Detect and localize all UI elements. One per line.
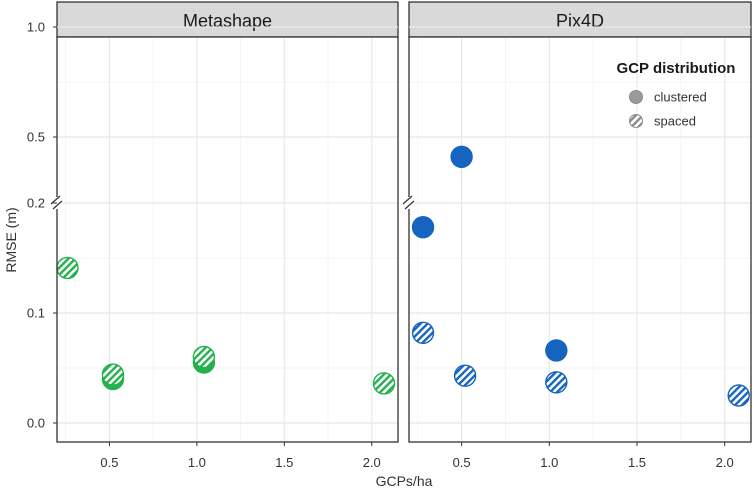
data-point-spaced-2 — [192, 345, 216, 369]
x-tick-label: 1.5 — [628, 455, 646, 470]
facet-strip — [408, 1, 752, 38]
facet-panel-pix4d: Pix4D — [402, 1, 752, 443]
data-point-spaced-0 — [56, 256, 79, 280]
axis-break-slash — [50, 195, 61, 205]
legend-key-spaced — [629, 114, 643, 128]
x-tick-label: 2.0 — [363, 455, 381, 470]
x-tick-label: 0.5 — [453, 455, 471, 470]
data-point-spaced-2 — [545, 371, 568, 394]
data-point-spaced-3 — [372, 372, 396, 395]
y-tick-label: 0.2 — [27, 196, 45, 211]
legend-title: GCP distribution — [617, 60, 736, 77]
facet-strip — [56, 1, 399, 38]
facet-panel-metashape: Metashape — [50, 1, 399, 443]
data-point-spaced-1 — [101, 363, 125, 386]
data-point-clustered-0 — [411, 215, 435, 239]
panel-border — [408, 36, 752, 443]
legend-key-clustered — [629, 90, 643, 104]
y-axis-title: RMSE (m) — [3, 207, 19, 272]
facet-title: Metashape — [183, 11, 272, 31]
legend-label-clustered: clustered — [654, 90, 707, 105]
data-point-spaced-1 — [453, 364, 477, 387]
x-tick-label: 2.0 — [716, 455, 734, 470]
x-tick-label: 1.5 — [275, 455, 293, 470]
y-tick-label: 0.1 — [27, 306, 45, 321]
y-tick-label: 1.0 — [27, 20, 45, 35]
x-axis-title: GCPs/ha — [376, 473, 433, 489]
data-point-spaced-0 — [411, 321, 435, 344]
y-tick-label: 0.5 — [27, 130, 45, 145]
x-tick-label: 0.5 — [100, 455, 118, 470]
x-tick-label: 1.0 — [540, 455, 558, 470]
x-tick-label: 1.0 — [188, 455, 206, 470]
axis-break-slash — [52, 200, 63, 210]
axis-break-gap — [404, 197, 414, 209]
data-point-clustered-2 — [545, 339, 568, 362]
y-tick-label: 0.0 — [27, 416, 45, 431]
data-point-spaced-3 — [727, 384, 750, 407]
axis-break-slash — [404, 200, 415, 210]
axis-break-slash — [402, 195, 413, 205]
axis-break-marker — [402, 195, 415, 210]
facet-title: Pix4D — [556, 11, 604, 31]
data-point-clustered-1 — [450, 145, 473, 169]
panel-border — [56, 36, 399, 443]
legend-label-spaced: spaced — [654, 114, 696, 129]
